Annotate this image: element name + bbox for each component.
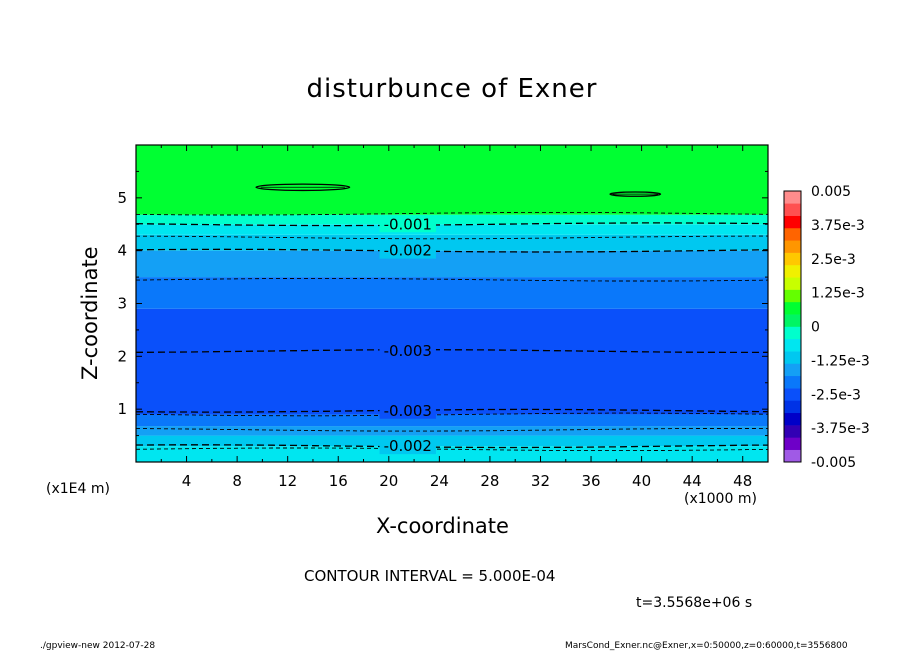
y-axis-label: Z-coordinate: [78, 246, 102, 380]
colorbar-swatch-12: [784, 301, 801, 315]
x-tick-label-5: 24: [430, 472, 449, 490]
colorbar-swatch-1: [784, 437, 801, 450]
colorbar-swatch-8: [784, 351, 801, 364]
contour-label-4: -0.003: [384, 402, 432, 420]
dashed-contour-6: [136, 277, 768, 282]
dashed-contour-2: [136, 428, 768, 432]
colorbar-label-0: 0.005: [811, 184, 851, 200]
contour-label-9: -0.001: [384, 215, 432, 233]
colorbar-label-6: -2.5e-3: [811, 387, 861, 403]
colorbar-swatch-2: [784, 425, 801, 438]
footer-right-text: MarsCond_Exner.nc@Exner,x=0:50000,z=0:60…: [565, 641, 848, 651]
colorbar-swatch-16: [784, 252, 801, 266]
contour-interval-text: CONTOUR INTERVAL = 5.000E-04: [304, 567, 556, 585]
colorbar-swatch-10: [784, 326, 801, 340]
colorbar-swatch-17: [784, 240, 801, 253]
contour-band-9: [136, 214, 768, 225]
dashed-contour-3: [136, 412, 768, 417]
colorbar-label-2: 2.5e-3: [811, 252, 856, 268]
colorbar-swatch-19: [784, 215, 801, 229]
colorbar-swatch-18: [784, 227, 801, 241]
colorbar-label-1: 3.75e-3: [811, 218, 865, 234]
colorbar-label-5: -1.25e-3: [811, 353, 870, 369]
colorbar-swatch-7: [784, 363, 801, 377]
colorbar-label-4: 0: [811, 320, 820, 336]
dashed-contour-7: [136, 248, 768, 253]
x-tick-label-9: 40: [632, 472, 651, 490]
time-label: t=3.5568e+06 s: [636, 595, 753, 611]
x-tick-label-4: 20: [379, 472, 398, 490]
contour-band-1: [136, 435, 768, 447]
x-tick-label-10: 44: [683, 472, 702, 490]
footer-left-text: ./gpview-new 2012-07-28: [40, 641, 156, 651]
colorbar-swatch-3: [784, 412, 801, 426]
x-tick-label-8: 36: [581, 472, 600, 490]
x-tick-label-6: 28: [480, 472, 499, 490]
x-tick-label-3: 16: [329, 472, 348, 490]
dashed-contour-0: [136, 447, 768, 452]
dashed-contour-10: [136, 211, 768, 216]
contour-label-5: -0.003: [384, 342, 432, 360]
colorbar-label-8: -0.005: [811, 455, 856, 471]
colorbar-label-3: 1.25e-3: [811, 286, 865, 302]
y-tick-label-0: 1: [117, 400, 127, 418]
y-axis-unit: (x1E4 m): [46, 481, 110, 497]
colorbar-swatch-5: [784, 388, 801, 401]
colorbar-swatch-6: [784, 375, 801, 389]
x-tick-label-11: 48: [733, 472, 752, 490]
contour-band-4: [136, 308, 768, 415]
colorbar-swatch-9: [784, 338, 801, 352]
contour-band-6: [136, 250, 768, 278]
x-tick-label-7: 32: [531, 472, 550, 490]
contour-label-7: -0.002: [384, 242, 432, 260]
y-tick-label-4: 5: [117, 189, 127, 207]
y-tick-label-2: 3: [117, 295, 127, 313]
colorbar-swatch-21: [784, 191, 801, 204]
dashed-contour-5: [136, 349, 768, 354]
colorbar-swatch-13: [784, 289, 801, 303]
dashed-contour-8: [136, 235, 768, 240]
contour-band-7: [136, 234, 768, 251]
colorbar-swatch-20: [784, 203, 801, 216]
y-tick-label-3: 4: [117, 242, 127, 260]
colorbar-frame: [783, 190, 802, 463]
solid-contour-0: [255, 183, 351, 192]
dashed-contour-9: [136, 222, 768, 227]
contour-band-8: [136, 224, 768, 235]
colorbar-label-7: -3.75e-3: [811, 421, 870, 437]
x-axis-unit: (x1000 m): [684, 491, 757, 507]
colorbar-swatch-11: [784, 314, 801, 327]
contour-band-5: [136, 277, 768, 309]
x-tick-label-1: 8: [232, 472, 242, 490]
dashed-contour-1: [136, 444, 768, 449]
contour-band-3: [136, 414, 768, 427]
chart-title: disturbunce of Exner: [306, 74, 598, 104]
x-tick-label-2: 12: [278, 472, 297, 490]
solid-contour-1: [609, 191, 662, 197]
contour-label-1: -0.002: [384, 437, 432, 455]
colorbar-swatch-14: [784, 277, 801, 290]
y-tick-label-1: 2: [117, 347, 127, 365]
dashed-contour-4: [136, 408, 768, 413]
x-axis-label: X-coordinate: [376, 514, 509, 538]
contour-band-0: [136, 446, 768, 462]
colorbar-swatch-0: [784, 449, 801, 463]
colorbar-swatch-15: [784, 264, 801, 278]
contour-band-10: [136, 145, 768, 215]
colorbar-swatch-4: [784, 400, 801, 414]
x-tick-label-0: 4: [182, 472, 192, 490]
